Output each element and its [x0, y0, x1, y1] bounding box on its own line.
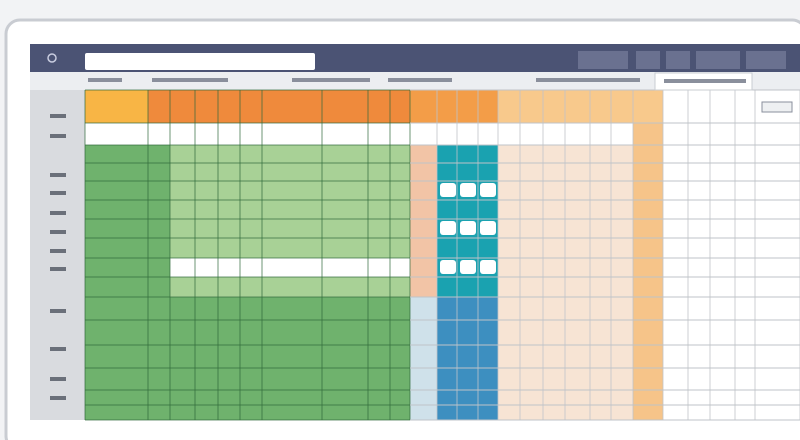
- toolbar-button[interactable]: [666, 51, 690, 69]
- toolbar-button[interactable]: [578, 51, 628, 69]
- cell-region: [410, 297, 437, 420]
- cell-region: [663, 90, 800, 420]
- cell-region: [437, 297, 498, 420]
- highlight-cell: [440, 260, 456, 274]
- tab-label: [388, 78, 452, 82]
- highlight-cell: [460, 260, 476, 274]
- row-number: [50, 173, 66, 177]
- row-number: [50, 377, 66, 381]
- app-icon[interactable]: [47, 53, 57, 63]
- highlight-cell: [440, 183, 456, 197]
- row-number: [50, 230, 66, 234]
- row-number: [50, 134, 66, 138]
- highlight-cell: [460, 221, 476, 235]
- cell-region: [85, 123, 663, 145]
- panel-button: [761, 101, 793, 113]
- tab-label: [664, 79, 746, 83]
- toolbar-button[interactable]: [696, 51, 740, 69]
- row-number: [50, 191, 66, 195]
- highlight-cell: [460, 183, 476, 197]
- tab-label: [536, 78, 640, 82]
- row-gutter: [30, 90, 85, 420]
- highlight-cell: [480, 260, 496, 274]
- cell-region: [498, 90, 663, 123]
- tab-label: [88, 78, 122, 82]
- cell-region: [410, 145, 437, 297]
- grid: [84, 89, 800, 421]
- row-number: [50, 249, 66, 253]
- row-number: [50, 396, 66, 400]
- toolbar-button[interactable]: [746, 51, 786, 69]
- tab-label: [152, 78, 228, 82]
- row-number: [50, 114, 66, 118]
- cell-region: [85, 90, 148, 123]
- cell-region: [633, 123, 663, 420]
- cell-region: [148, 90, 410, 123]
- highlight-cell: [480, 221, 496, 235]
- tab-label: [292, 78, 370, 82]
- row-number: [50, 309, 66, 313]
- row-number: [50, 347, 66, 351]
- search-box[interactable]: [85, 53, 315, 70]
- cell-region: [410, 90, 498, 123]
- cell-region: [170, 277, 410, 297]
- row-number: [50, 267, 66, 271]
- cell-region: [170, 258, 410, 277]
- cell-region: [170, 145, 410, 258]
- toolbar-button[interactable]: [636, 51, 660, 69]
- highlight-cell: [480, 183, 496, 197]
- highlight-cell: [440, 221, 456, 235]
- row-number: [50, 211, 66, 215]
